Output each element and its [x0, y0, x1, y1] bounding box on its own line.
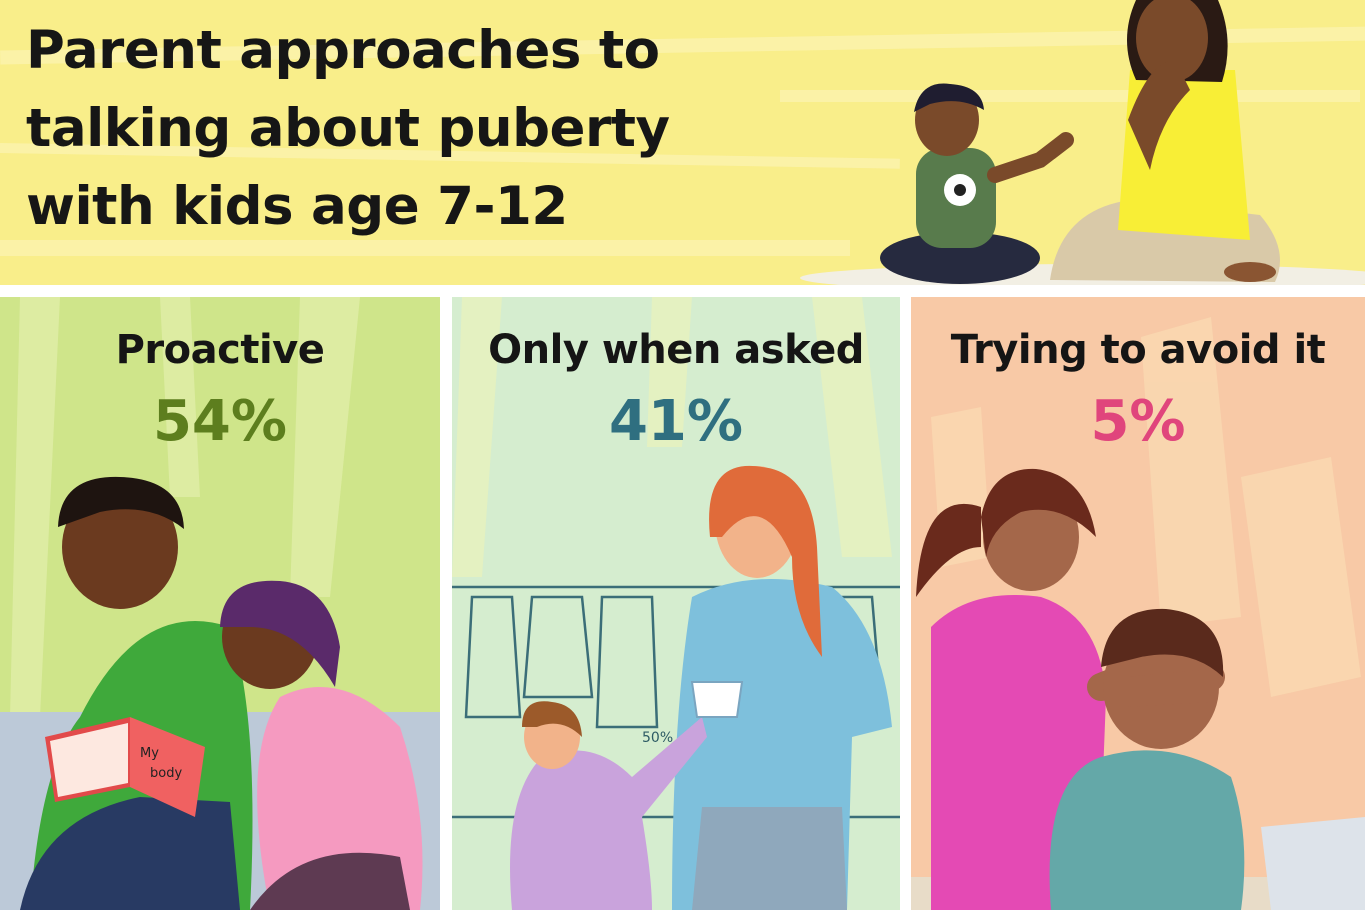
- proactive-illustration: My body: [0, 297, 440, 910]
- mother-figure: [1050, 0, 1280, 282]
- daughter-figure: [220, 580, 423, 910]
- son-figure: [1049, 608, 1245, 910]
- svg-text:body: body: [150, 766, 182, 781]
- panel-only-when-asked: 50% Only when asked 41%: [452, 297, 900, 910]
- category-label: Trying to avoid it: [950, 327, 1326, 373]
- percentage-value: 5%: [1090, 389, 1186, 454]
- girl-figure: [510, 681, 744, 910]
- header-banner: Parent approaches to talking about puber…: [0, 0, 1365, 285]
- percentage-value: 54%: [152, 389, 288, 454]
- child-sitting-figure: [880, 83, 1074, 284]
- header-illustration: [0, 0, 1365, 285]
- category-label: Only when asked: [488, 327, 864, 373]
- panel-trying-to-avoid-it: Trying to avoid it 5%: [911, 297, 1365, 910]
- panel-proactive: My body Proactive 54%: [0, 297, 440, 910]
- page-title: Parent approaches to talking about puber…: [26, 20, 670, 237]
- percentage-value: 41%: [608, 389, 744, 454]
- avoid-illustration: [911, 297, 1365, 910]
- sale-tag-text: 50%: [642, 730, 673, 746]
- only-when-asked-illustration: 50%: [452, 297, 900, 910]
- category-label: Proactive: [115, 327, 325, 373]
- mother-figure: [672, 465, 892, 910]
- book-icon: My body: [45, 717, 205, 817]
- svg-text:My: My: [140, 746, 159, 761]
